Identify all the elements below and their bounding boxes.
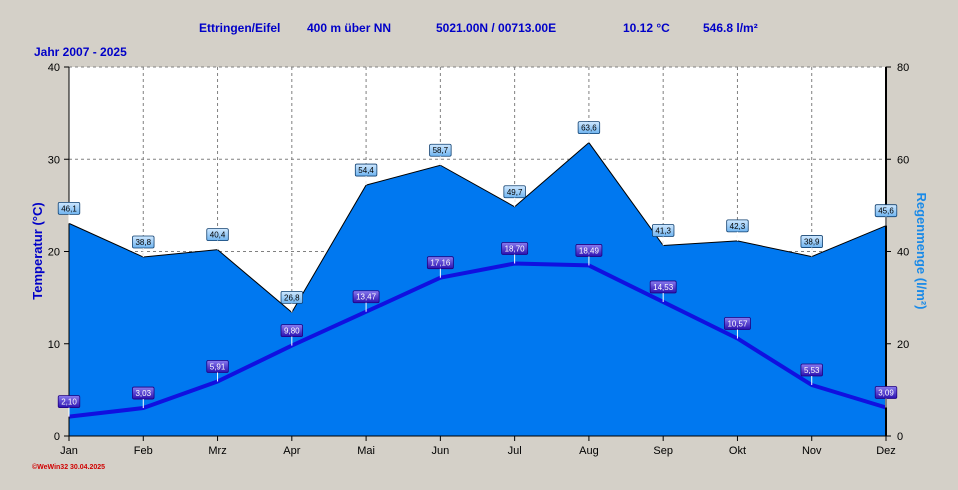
footer: ©WeWin32 30.04.2025 [32,463,105,471]
rain-area [69,142,886,436]
value-label-text: 49,7 [507,188,523,197]
rain-outline [68,141,887,314]
value-label-text: 2,10 [61,398,77,407]
y-tick-label: 40 [48,62,60,74]
value-label: 9,80 [280,324,304,346]
series-layer [68,141,887,436]
x-tick-label: Apr [283,445,300,457]
x-tick-label: Feb [134,445,153,457]
x-tick-label: Jul [508,445,522,457]
value-label-text: 46,1 [61,204,77,213]
x-tick-label: Sep [653,445,673,457]
value-label-text: 18,70 [505,244,526,253]
value-label: 18,49 [575,244,603,266]
header-altitude: 400 m über NN [307,21,391,35]
value-label: 38,8 [132,235,155,258]
y-tick-label: 20 [48,247,60,259]
axes: 0 10 20 30 40 0 20 40 60 80 Jan Feb Mrz Apr Mai Jun Jul A… [48,62,910,457]
x-tick-label: Okt [729,445,746,457]
subtitle: Jahr 2007 - 2025 [34,45,127,59]
value-label: 40,4 [206,228,229,250]
value-label: 5,91 [206,360,229,382]
value-label-text: 14,53 [653,283,674,292]
value-label-text: 45,6 [878,207,894,216]
value-label: 58,7 [429,143,452,166]
value-label-text: 3,03 [135,389,151,398]
header-location: Ettringen/Eifel [199,21,280,35]
value-label: 41,3 [651,224,675,246]
value-label-box [577,121,601,135]
value-label: 42,3 [726,219,749,241]
temperature-line [68,261,887,419]
value-label: 13,47 [352,290,380,312]
value-label-text: 38,9 [804,238,820,247]
value-label-text: 5,91 [210,362,226,371]
y2-tick-label: 0 [897,431,903,443]
value-label-text: 58,7 [433,146,449,155]
y-tick-label: 10 [48,339,60,351]
value-label-text: 54,4 [358,166,374,175]
value-label: 45,6 [874,204,898,226]
y2-tick-label: 40 [897,247,909,259]
x-tick-label: Jun [431,445,449,457]
value-label: 26,8 [280,290,304,313]
value-label-text: 40,4 [210,231,226,240]
header-temperature: 10.12 °C [623,21,670,35]
value-label: 18,70 [501,242,529,264]
layer: 0 10 20 30 40 0 20 40 60 80 Jan Feb Mrz Apr Mai Jun Jul A… [48,62,910,457]
value-label: 38,9 [800,235,823,257]
value-label: 49,7 [503,185,526,207]
value-label: 54,4 [354,163,378,186]
x-tick-label: Aug [579,445,599,457]
value-label-text: 18,49 [579,246,600,255]
header-rain: 546.8 l/m² [703,21,758,35]
y-axis-title: Temperatur (°C) [30,202,45,299]
value-label: 2,10 [57,395,81,417]
value-label-text: 10,57 [727,319,748,328]
value-label: 14,53 [649,280,677,302]
x-tick-label: Mrz [208,445,226,457]
value-label-text: 3,09 [878,388,894,397]
value-labels: 46,1 38,8 40,4 26,8 54,4 58,7 49,7 63,6 41,3 42,3… [57,121,898,417]
x-tick-label: Nov [802,445,822,457]
value-label: 3,09 [874,386,898,408]
value-label-text: 13,47 [356,293,377,302]
value-label-text: 17,16 [430,259,451,268]
value-label: 10,57 [724,317,751,339]
value-label-text: 42,3 [730,222,746,231]
value-label-text: 5,53 [804,366,820,375]
value-label: 63,6 [577,121,601,143]
value-label-text: 38,8 [135,238,151,247]
value-label: 17,16 [426,256,454,278]
header-coordinates: 5021.00N / 00713.00E [436,21,556,35]
value-label-text: 9,80 [284,327,300,336]
x-tick-label: Mai [357,445,375,457]
y2-axis-title: Regenmenge (l/m²) [914,192,929,309]
x-tick-label: Dez [876,445,896,457]
y2-tick-label: 60 [897,154,909,166]
y-tick-label: 0 [54,431,60,443]
y-tick-label: 30 [48,154,60,166]
value-label-text: 41,3 [655,227,671,236]
y2-tick-label: 80 [897,62,909,74]
value-label: 3,03 [132,386,155,409]
y2-tick-label: 20 [897,339,909,351]
value-label-text: 63,6 [581,124,597,133]
value-label: 5,53 [800,363,823,385]
value-label-text: 26,8 [284,293,300,302]
x-tick-label: Jan [60,445,78,457]
value-label: 46,1 [57,201,81,224]
